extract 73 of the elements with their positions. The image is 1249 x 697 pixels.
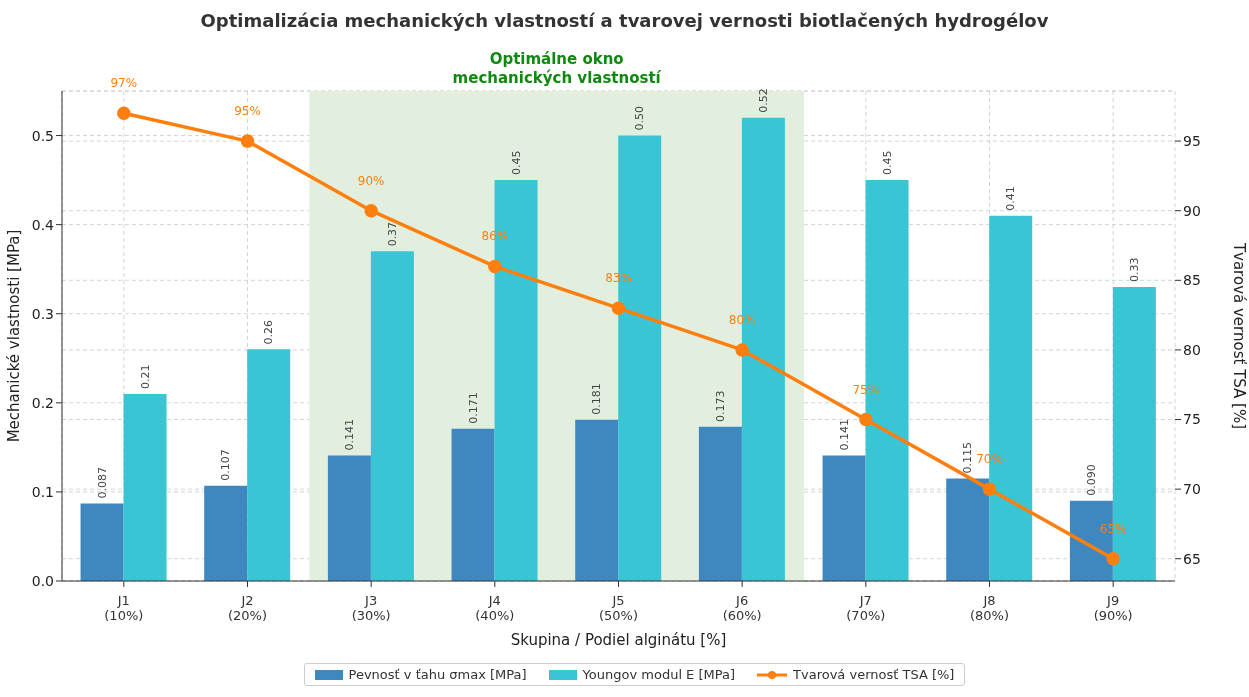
x-tick-label: J7 (70%) [846,593,886,623]
bar [327,455,371,581]
y2-tick-label: 90 [1183,202,1201,219]
x-tick-label: J2 (20%) [227,593,268,623]
band-label: Optimálne okno mechanických vlastností [452,50,662,87]
bar [822,455,866,581]
x-tick-label: J4 (40%) [475,593,515,623]
y-tick-label: 0.5 [31,127,54,144]
y2-tick-label: 95 [1183,133,1201,150]
data-label: 0.115 [961,442,975,474]
data-label: 0.141 [837,418,851,451]
x-axis-title: Skupina / Podiel alginátu [%] [510,631,727,649]
bar [451,428,495,581]
bar [698,426,742,581]
point [240,134,255,148]
data-label: 0.45 [880,150,894,176]
data-label: 0.173 [713,390,727,422]
point [364,203,378,218]
data-label: 0.21 [138,364,152,389]
data-label: 90% [357,173,385,188]
bar [946,478,990,581]
y2-tick-label: 85 [1183,272,1201,289]
data-label: 0.50 [633,106,647,131]
x-tick-label: J6 (60%) [722,593,762,623]
data-label: 0.141 [342,418,356,451]
legend-label: Tvarová vernosť TSA [%] [792,667,955,682]
point [982,482,997,496]
legend-label: Pevnosť v ťahu σmax [MPa] [347,667,527,682]
bar [575,419,619,581]
y-tick-label: 0.3 [31,305,54,322]
data-label: 0.33 [1127,257,1141,282]
y2-axis-title: Tvarová vernosť TSA [%] [1229,241,1248,430]
bar [370,251,414,581]
x-tick-label: J8 (80%) [969,593,1010,623]
bar [80,503,124,581]
y-tick-label: 0.2 [31,394,54,411]
point [735,343,749,357]
point [117,106,131,121]
data-label: 95% [234,104,261,119]
y2-tick-label: 65 [1183,550,1201,567]
x-tick-label: J3 (30%) [351,593,391,623]
x-tick-label: J1 (10%) [104,593,144,623]
point [488,259,502,274]
data-label: 0.087 [95,466,109,499]
chart-title: Optimalizácia mechanických vlastností a tvarovej vernosti biotlačených hydrogélov [199,10,1050,31]
point [611,301,626,315]
y-tick-label: 0.1 [31,483,54,500]
data-label: 80% [728,312,756,327]
bar [204,485,248,581]
y-tick-label: 0.0 [31,572,54,589]
data-label: 97% [110,76,138,91]
data-label: 0.171 [466,392,480,424]
data-label: 0.41 [1004,186,1018,211]
y2-tick-label: 75 [1183,411,1201,428]
data-label: 0.107 [219,449,233,481]
y2-tick-label: 70 [1183,481,1201,498]
data-label: 65% [1099,521,1127,536]
legend-label: Youngov modul E [MPa] [581,667,736,682]
point [859,412,873,427]
data-label: 0.52 [756,88,770,113]
x-tick-label: J9 (90%) [1093,593,1133,623]
data-label: 0.181 [590,383,604,415]
x-tick-label: J5 (50%) [598,593,639,623]
data-label: 0.090 [1084,464,1098,496]
bar [123,393,167,581]
data-label: 0.45 [509,150,523,176]
y-axis-title: Mechanické vlastnosti [MPa] [5,229,24,443]
point [1106,551,1120,566]
y2-tick-label: 80 [1183,341,1201,358]
y-tick-label: 0.4 [31,216,55,233]
data-label: 0.37 [385,221,399,247]
bar [247,349,291,581]
data-label: 0.26 [262,319,276,345]
